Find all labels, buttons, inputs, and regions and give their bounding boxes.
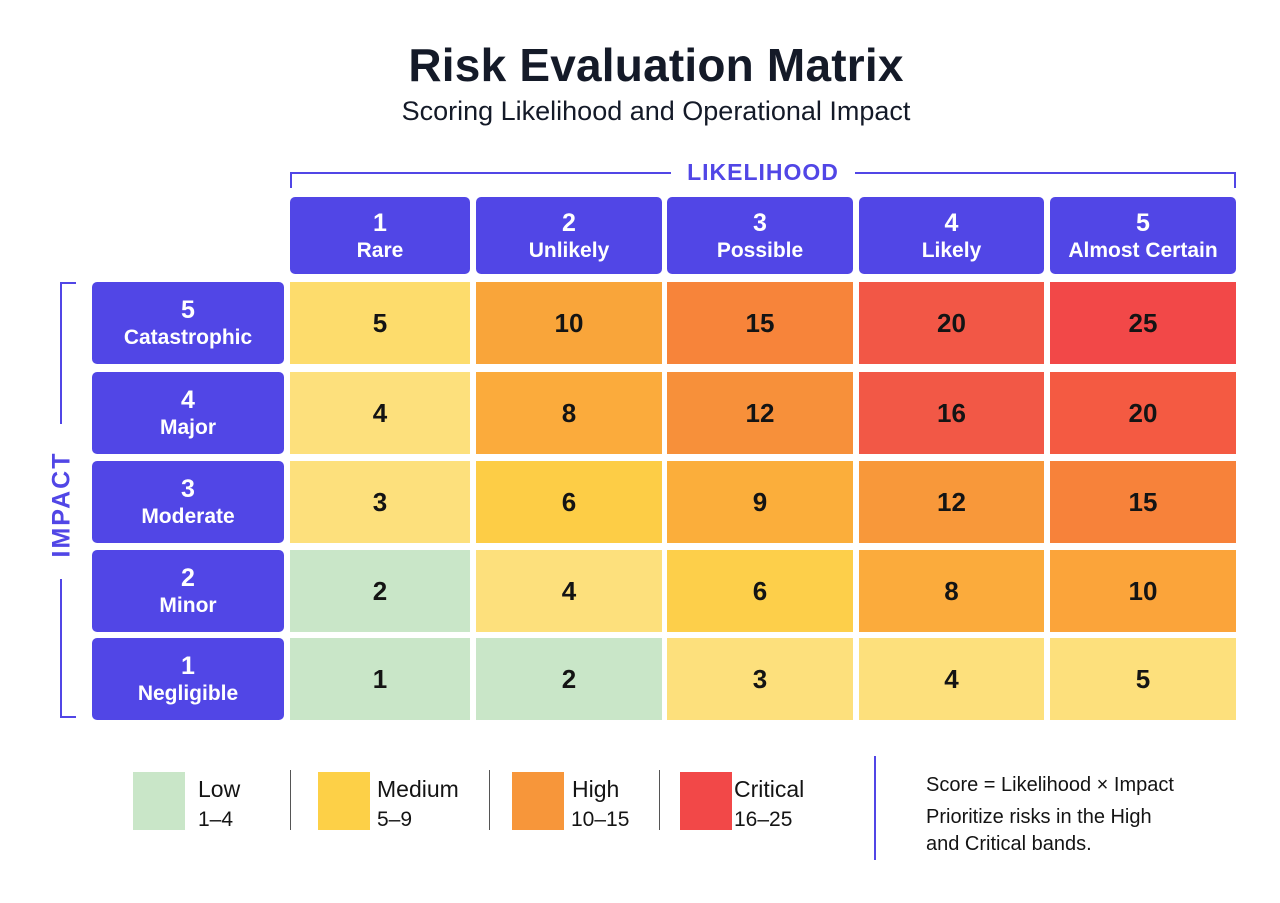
- column-header-almost-certain: 5 Almost Certain: [1050, 197, 1236, 274]
- row-header-catastrophic: 5 Catastrophic: [92, 282, 284, 364]
- score-cell: 12: [667, 372, 853, 454]
- score-cell: 1: [290, 638, 470, 720]
- score-cell: 4: [290, 372, 470, 454]
- column-number: 5: [1136, 208, 1150, 237]
- page-subtitle: Scoring Likelihood and Operational Impac…: [401, 96, 911, 126]
- priority-note-line-1: Prioritize risks in the High: [926, 806, 1152, 828]
- score-cell: 6: [667, 550, 853, 632]
- legend-swatch-high: [512, 772, 564, 830]
- legend-label-medium: Medium: [377, 776, 459, 802]
- column-label: Rare: [356, 238, 404, 262]
- score-cell: 2: [476, 638, 662, 720]
- row-label: Catastrophic: [123, 326, 253, 349]
- score-cell: 4: [859, 638, 1044, 720]
- legend-divider: [659, 770, 660, 830]
- column-number: 2: [562, 208, 576, 237]
- row-number: 3: [181, 475, 195, 503]
- legend-range-low: 1–4: [198, 808, 234, 831]
- column-header-possible: 3 Possible: [667, 197, 853, 274]
- legend-label-low: Low: [198, 776, 241, 802]
- score-cell: 15: [1050, 461, 1236, 543]
- score-cell: 10: [476, 282, 662, 364]
- likelihood-axis-text: LIKELIHOOD: [671, 159, 855, 185]
- page-title: Risk Evaluation Matrix: [408, 39, 904, 91]
- row-header-major: 4 Major: [92, 372, 284, 454]
- score-cell: 3: [667, 638, 853, 720]
- score-cell: 5: [1050, 638, 1236, 720]
- score-cell: 15: [667, 282, 853, 364]
- column-label: Almost Certain: [1068, 238, 1218, 262]
- column-label: Possible: [716, 238, 804, 262]
- legend-divider: [290, 770, 291, 830]
- row-label: Minor: [159, 594, 217, 617]
- score-cell: 12: [859, 461, 1044, 543]
- row-number: 5: [181, 296, 195, 324]
- legend-range-high: 10–15: [571, 808, 630, 831]
- legend-label-high: High: [572, 776, 620, 802]
- column-number: 4: [944, 208, 959, 237]
- row-label: Major: [159, 416, 216, 439]
- score-cell: 2: [290, 550, 470, 632]
- row-number: 4: [181, 386, 195, 414]
- score-cell: 20: [1050, 372, 1236, 454]
- legend-range-critical: 16–25: [734, 808, 793, 831]
- score-cell: 9: [667, 461, 853, 543]
- row-label: Moderate: [141, 505, 235, 528]
- score-cell: 3: [290, 461, 470, 543]
- column-number: 1: [373, 208, 387, 237]
- impact-axis-label: IMPACT: [47, 451, 76, 558]
- row-header-negligible: 1 Negligible: [92, 638, 284, 720]
- column-header-unlikely: 2 Unlikely: [476, 197, 662, 274]
- legend-swatch-critical: [680, 772, 732, 830]
- score-cell: 4: [476, 550, 662, 632]
- row-label: Negligible: [137, 682, 239, 705]
- column-header-likely: 4 Likely: [859, 197, 1044, 274]
- score-cell: 10: [1050, 550, 1236, 632]
- formula-note: Score = Likelihood × Impact: [926, 774, 1174, 796]
- score-cell: 20: [859, 282, 1044, 364]
- row-header-moderate: 3 Moderate: [92, 461, 284, 543]
- column-label: Likely: [921, 238, 982, 262]
- likelihood-axis-label: LIKELIHOOD: [292, 159, 1234, 186]
- score-cell: 8: [859, 550, 1044, 632]
- row-header-minor: 2 Minor: [92, 550, 284, 632]
- row-number: 2: [181, 564, 195, 592]
- legend-label-critical: Critical: [734, 776, 805, 802]
- column-number: 3: [753, 208, 767, 237]
- notes-divider: [874, 756, 876, 860]
- priority-note-line-2: and Critical bands.: [926, 833, 1092, 855]
- score-cell: 16: [859, 372, 1044, 454]
- likelihood-bracket: LIKELIHOOD: [290, 159, 1236, 188]
- legend-swatch-low: [133, 772, 185, 830]
- row-number: 1: [181, 652, 195, 680]
- legend-range-medium: 5–9: [377, 808, 413, 831]
- score-cell: 25: [1050, 282, 1236, 364]
- impact-bracket: IMPACT: [48, 282, 76, 718]
- legend-swatch-medium: [318, 772, 370, 830]
- column-label: Unlikely: [528, 238, 610, 262]
- score-cell: 8: [476, 372, 662, 454]
- legend-divider: [489, 770, 490, 830]
- impact-bracket-gap: [56, 424, 68, 579]
- score-cell: 6: [476, 461, 662, 543]
- score-cell: 5: [290, 282, 470, 364]
- column-header-rare: 1 Rare: [290, 197, 470, 274]
